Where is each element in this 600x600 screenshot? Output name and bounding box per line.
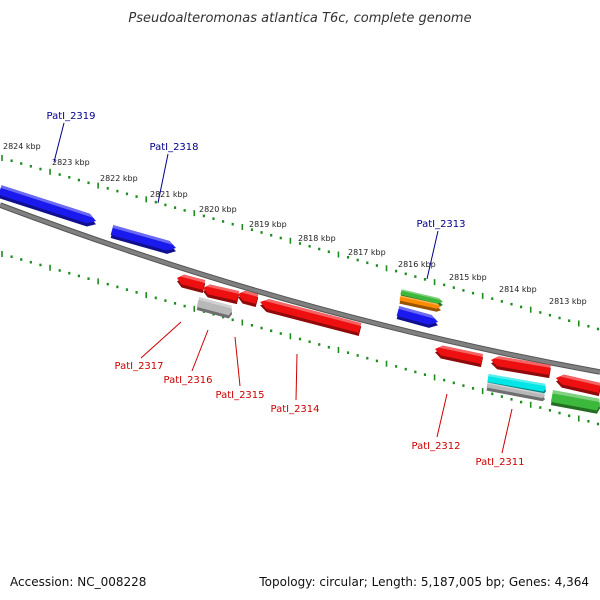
gene-PatI_2314-body: [260, 299, 362, 333]
scale-labels: 2824 kbp 2823 kbp 2822 kbp 2821 kbp 2820 kbp…: [3, 142, 587, 306]
gene-PatI_2316-highlight: [206, 284, 240, 294]
gene-reverse-cyan-highlight: [488, 374, 546, 387]
gene-PatI_2318-highlight: [112, 225, 174, 245]
scale-label: 2814 kbp: [499, 285, 537, 294]
gene-PatI_2313-highlight: [401, 289, 442, 301]
gene-label-leader: [140, 321, 182, 359]
gene-label: PatI_2317: [114, 361, 163, 372]
gene-label: PatI_2318: [149, 142, 198, 153]
gene-PatI_2315[interactable]: [238, 290, 259, 308]
gene-PatI_2314-highlight: [264, 299, 362, 326]
gene-label-leader: [157, 153, 169, 204]
gene-PatI_2316-body: [203, 284, 240, 301]
scale-label: 2819 kbp: [249, 220, 287, 229]
scale-label: 2823 kbp: [52, 158, 90, 167]
gene-PatI_2311-highlight: [494, 356, 551, 368]
gene-PatI_2311[interactable]: [491, 356, 551, 379]
gene-label-leader: [436, 393, 448, 438]
scale-label: 2818 kbp: [298, 234, 336, 243]
gene-reverse-grey-a-highlight: [198, 297, 232, 309]
gene-label: PatI_2312: [411, 441, 460, 452]
scale-label: 2824 kbp: [3, 142, 41, 151]
gene-label: PatI_2313: [416, 219, 465, 230]
lower-scale-track: [1, 251, 600, 426]
gene-PatI_2317[interactable]: [177, 274, 206, 294]
scale-label: 2817 kbp: [348, 248, 386, 257]
gene-forward-blue-highlight: [398, 306, 436, 319]
gene-label: PatI_2311: [475, 457, 524, 468]
scale-label: 2813 kbp: [549, 297, 587, 306]
upper-scale-track: [1, 155, 600, 331]
gene-reverse-red-edge-highlight: [559, 374, 600, 386]
gene-reverse-grey-b-highlight: [487, 382, 545, 395]
gene-reverse-green-edge-highlight: [552, 390, 600, 403]
gene-reverse-grey-a[interactable]: [196, 297, 232, 319]
gene-PatI_2319-highlight: [0, 185, 94, 218]
scale-label: 2816 kbp: [398, 260, 436, 269]
scale-label: 2822 kbp: [100, 174, 138, 183]
gene-PatI_2312[interactable]: [435, 345, 484, 368]
gene-forward-orange[interactable]: [399, 295, 441, 312]
gene-label-leader: [53, 122, 65, 163]
gene-reverse-cyan[interactable]: [487, 374, 546, 395]
genome-info-text: Topology: circular; Length: 5,187,005 bp…: [258, 575, 589, 589]
gene-PatI_2318[interactable]: [110, 225, 176, 254]
scale-label: 2821 kbp: [150, 190, 188, 199]
gene-PatI_2315-highlight: [241, 290, 259, 297]
gene-label: PatI_2315: [215, 390, 264, 401]
dna-backbone: [0, 202, 600, 375]
scale-label: 2815 kbp: [449, 273, 487, 282]
gene-PatI_2319[interactable]: [0, 185, 96, 227]
gene-label-leader: [501, 408, 513, 454]
gene-reverse-red-edge[interactable]: [556, 374, 600, 397]
map-title: Pseudoalteromonas atlantica T6c, complet…: [128, 11, 471, 26]
gene-PatI_2314[interactable]: [260, 299, 362, 337]
gene-forward-blue[interactable]: [396, 306, 438, 328]
gene-label-leader: [234, 336, 241, 387]
gene-PatI_2311-body: [491, 356, 551, 375]
gene-PatI_2312-highlight: [438, 345, 484, 357]
gene-reverse-grey-a-body: [196, 297, 232, 316]
gene-label-leader: [426, 230, 439, 280]
gene-label: PatI_2319: [46, 111, 95, 122]
gene-labels: PatI_2319PatI_2318PatI_2313PatI_2317PatI…: [46, 111, 524, 468]
accession-text: Accession: NC_008228: [10, 575, 146, 589]
gene-PatI_2316[interactable]: [203, 284, 240, 305]
gene-arrows[interactable]: [0, 185, 600, 414]
gene-label-leader: [295, 353, 298, 401]
gene-PatI_2317-highlight: [180, 274, 206, 283]
gene-PatI_2312-body: [435, 345, 484, 364]
scale-label: 2820 kbp: [199, 205, 237, 214]
gene-label: PatI_2316: [163, 375, 212, 386]
gene-reverse-grey-b[interactable]: [486, 382, 545, 402]
gene-forward-orange-highlight: [400, 295, 440, 306]
gene-label: PatI_2314: [270, 404, 319, 415]
gene-reverse-green-edge[interactable]: [550, 390, 600, 414]
gene-label-leader: [191, 329, 209, 372]
gene-reverse-red-edge-body: [556, 374, 600, 393]
backbone-line: [0, 203, 600, 374]
